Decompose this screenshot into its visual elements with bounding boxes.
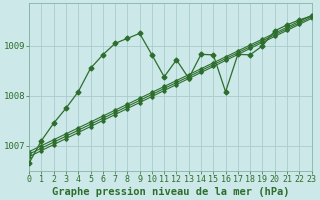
X-axis label: Graphe pression niveau de la mer (hPa): Graphe pression niveau de la mer (hPa) — [52, 186, 289, 197]
